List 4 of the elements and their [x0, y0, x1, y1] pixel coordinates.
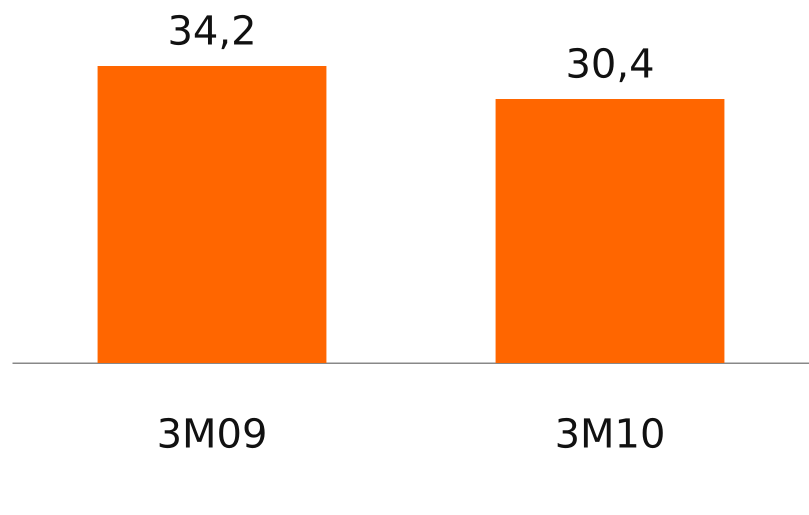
x-tick-label: 3M09 — [156, 411, 268, 458]
data-label: 30,4 — [565, 41, 655, 88]
data-label: 34,2 — [167, 8, 257, 54]
x-tick-label: 3M10 — [554, 411, 666, 458]
